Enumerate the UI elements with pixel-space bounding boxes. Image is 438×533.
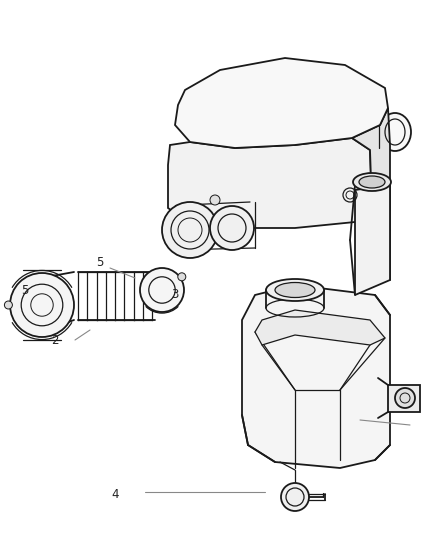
- Text: 4: 4: [111, 489, 119, 502]
- Polygon shape: [388, 385, 420, 412]
- Circle shape: [395, 388, 415, 408]
- Polygon shape: [242, 285, 390, 468]
- Polygon shape: [255, 310, 385, 345]
- Polygon shape: [352, 108, 390, 222]
- Circle shape: [10, 273, 74, 337]
- Ellipse shape: [359, 176, 385, 188]
- Polygon shape: [175, 58, 388, 148]
- Circle shape: [140, 268, 184, 312]
- Text: 5: 5: [21, 284, 28, 296]
- Ellipse shape: [275, 282, 315, 297]
- Circle shape: [210, 206, 254, 250]
- Text: 2: 2: [51, 334, 59, 346]
- Circle shape: [162, 202, 218, 258]
- Circle shape: [281, 483, 309, 511]
- Circle shape: [4, 301, 12, 309]
- Ellipse shape: [379, 113, 411, 151]
- Polygon shape: [168, 138, 372, 228]
- Text: 3: 3: [171, 288, 179, 302]
- Polygon shape: [355, 185, 390, 295]
- Circle shape: [210, 195, 220, 205]
- Circle shape: [178, 273, 186, 281]
- Ellipse shape: [266, 279, 324, 301]
- Text: 5: 5: [96, 256, 104, 270]
- Ellipse shape: [353, 173, 391, 191]
